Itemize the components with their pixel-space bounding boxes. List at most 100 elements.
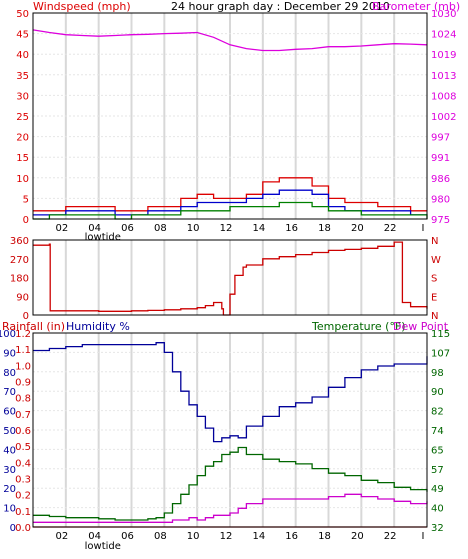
barometer-axis-title: Barometer (mb): [372, 0, 460, 13]
temperature-tick-label: 32: [431, 523, 444, 534]
windspeed-tick-label: 40: [16, 50, 29, 61]
compass-tick-label: N: [431, 236, 438, 247]
humidity-tick-label: 80: [3, 368, 16, 379]
barometer-line: [32, 29, 428, 52]
wind-panel-hour-tick-label: 18: [318, 223, 331, 234]
rainfall-tick-label: 0.3: [15, 475, 31, 486]
bottom-panel-hour-tick-label: 22: [384, 531, 397, 542]
wind-series-line-2: [33, 201, 428, 220]
wind-panel-hour-tick-label: 08: [154, 223, 167, 234]
rainfall-tick-label: 0.8: [15, 394, 31, 405]
grid-layer: [33, 13, 427, 527]
humidity-tick-label: 0: [10, 523, 16, 534]
windspeed-axis-title: Windspeed (mph): [33, 0, 131, 13]
bottom-panel-hour-tick-label: 16: [285, 531, 298, 542]
temperature-tick-label: 65: [431, 445, 444, 456]
humidity-tick-label: 100: [0, 329, 16, 340]
rainfall-tick-label: 0.1: [15, 507, 31, 518]
temperature-tick-label: 90: [431, 387, 444, 398]
temperature-tick-label: 82: [431, 407, 444, 418]
barometer-tick-label: 1019: [431, 50, 456, 61]
wind-panel-hour-tick-label: 04: [88, 223, 101, 234]
windspeed-tick-label: 5: [23, 194, 29, 205]
windspeed-tick-label: 25: [16, 112, 29, 123]
chart-title: 24 hour graph day : December 29 2010: [171, 0, 390, 13]
wind-panel-frame: [32, 12, 428, 220]
humidity-tick-label: 90: [3, 348, 16, 359]
rainfall-tick-label: 0.9: [15, 378, 31, 389]
windspeed-tick-label: 50: [16, 9, 29, 20]
wind-panel-hour-tick-label: 20: [351, 223, 364, 234]
temperature-tick-label: 57: [431, 465, 444, 476]
temperature-tick-label: 74: [431, 426, 444, 437]
rainfall-tick-label: 0.0: [15, 523, 31, 534]
dewpoint-axis-title: Dew Point: [393, 320, 449, 333]
humidity-axis-title: Humidity %: [66, 320, 130, 333]
direction-tick-label: 180: [10, 274, 29, 285]
wind-panel-hour-tick-label: 16: [285, 223, 298, 234]
bottom-series-line-2: [33, 493, 428, 523]
compass-tick-label: E: [431, 292, 437, 303]
compass-tick-label: N: [431, 311, 438, 322]
barometer-tick-label: 991: [431, 153, 450, 164]
bottom-panel-frame: [32, 332, 428, 528]
bottom-panel-hour-tick-label: 14: [252, 531, 265, 542]
barometer-tick-label: 975: [431, 215, 450, 226]
humidity-tick-label: 70: [3, 387, 16, 398]
wind-panel-hour-tick-label: 02: [55, 223, 68, 234]
bottom-panel-hour-tick-label: 20: [351, 531, 364, 542]
barometer-tick-label: 1024: [431, 30, 456, 41]
bottom-panel-hour-tick-label: 18: [318, 531, 331, 542]
humidity-tick-label: 60: [3, 407, 16, 418]
rainfall-tick-label: 0.5: [15, 442, 31, 453]
bottom-panel-hour-tick-label: 12: [220, 531, 233, 542]
humidity-tick-label: 40: [3, 445, 16, 456]
windspeed-tick-label: 35: [16, 71, 29, 82]
temperature-tick-label: 115: [431, 329, 450, 340]
barometer-tick-label: 1002: [431, 112, 456, 123]
bottom-panel-hour-tick-label: 08: [154, 531, 167, 542]
rainfall-tick-label: 0.2: [15, 491, 31, 502]
rainfall-axis-title: Rainfall (in): [2, 320, 65, 333]
humidity-tick-label: 50: [3, 426, 16, 437]
wind-panel-lowtide-label: lowtide: [85, 232, 121, 243]
compass-tick-label: S: [431, 274, 437, 285]
rainfall-tick-label: 1.0: [15, 361, 31, 372]
bottom-panel-hour-tick-label: 06: [121, 531, 134, 542]
rainfall-tick-label: 1.1: [15, 345, 31, 356]
windspeed-tick-label: 45: [16, 30, 29, 41]
rainfall-tick-label: 0.4: [15, 458, 31, 469]
frames-layer: [32, 12, 428, 528]
temperature-tick-label: 40: [431, 504, 444, 515]
direction-tick-label: 90: [16, 292, 29, 303]
temperature-axis-title: Temperature (°F): [311, 320, 406, 333]
temperature-tick-label: 98: [431, 368, 444, 379]
bottom-series-line-0: [33, 342, 428, 443]
windspeed-tick-label: 20: [16, 133, 29, 144]
windspeed-tick-label: 15: [16, 153, 29, 164]
wind-panel-hour-tick-label: 10: [187, 223, 200, 234]
windspeed-tick-label: 0: [23, 215, 29, 226]
humidity-tick-label: 30: [3, 465, 16, 476]
barometer-tick-label: 1013: [431, 71, 456, 82]
barometer-tick-label: 997: [431, 133, 450, 144]
rainfall-tick-label: 0.6: [15, 426, 31, 437]
direction-tick-label: 270: [10, 255, 29, 266]
humidity-tick-label: 20: [3, 484, 16, 495]
ticks-layer: 0 5 10 15 20 25 30 35 40 45 50 975 98 0 986 991 997 1002 1…: [0, 9, 456, 552]
wind-panel-hour-tick-label: 14: [252, 223, 265, 234]
direction-tick-label: 0: [23, 311, 29, 322]
bottom-series-line-1: [33, 446, 428, 521]
temperature-tick-label: 107: [431, 348, 450, 359]
rainfall-tick-label: 1.2: [15, 329, 31, 340]
barometer-tick-label: 1030: [431, 9, 456, 20]
wind-panel-hour-tick-label: 12: [220, 223, 233, 234]
temperature-tick-label: 49: [431, 484, 444, 495]
barometer-tick-label: 986: [431, 174, 450, 185]
wind-panel-hour-tick-label: 22: [384, 223, 397, 234]
bottom-panel-hour-tick-label: 02: [55, 531, 68, 542]
windspeed-tick-label: 30: [16, 91, 29, 102]
wind-direction-line: [33, 241, 428, 316]
